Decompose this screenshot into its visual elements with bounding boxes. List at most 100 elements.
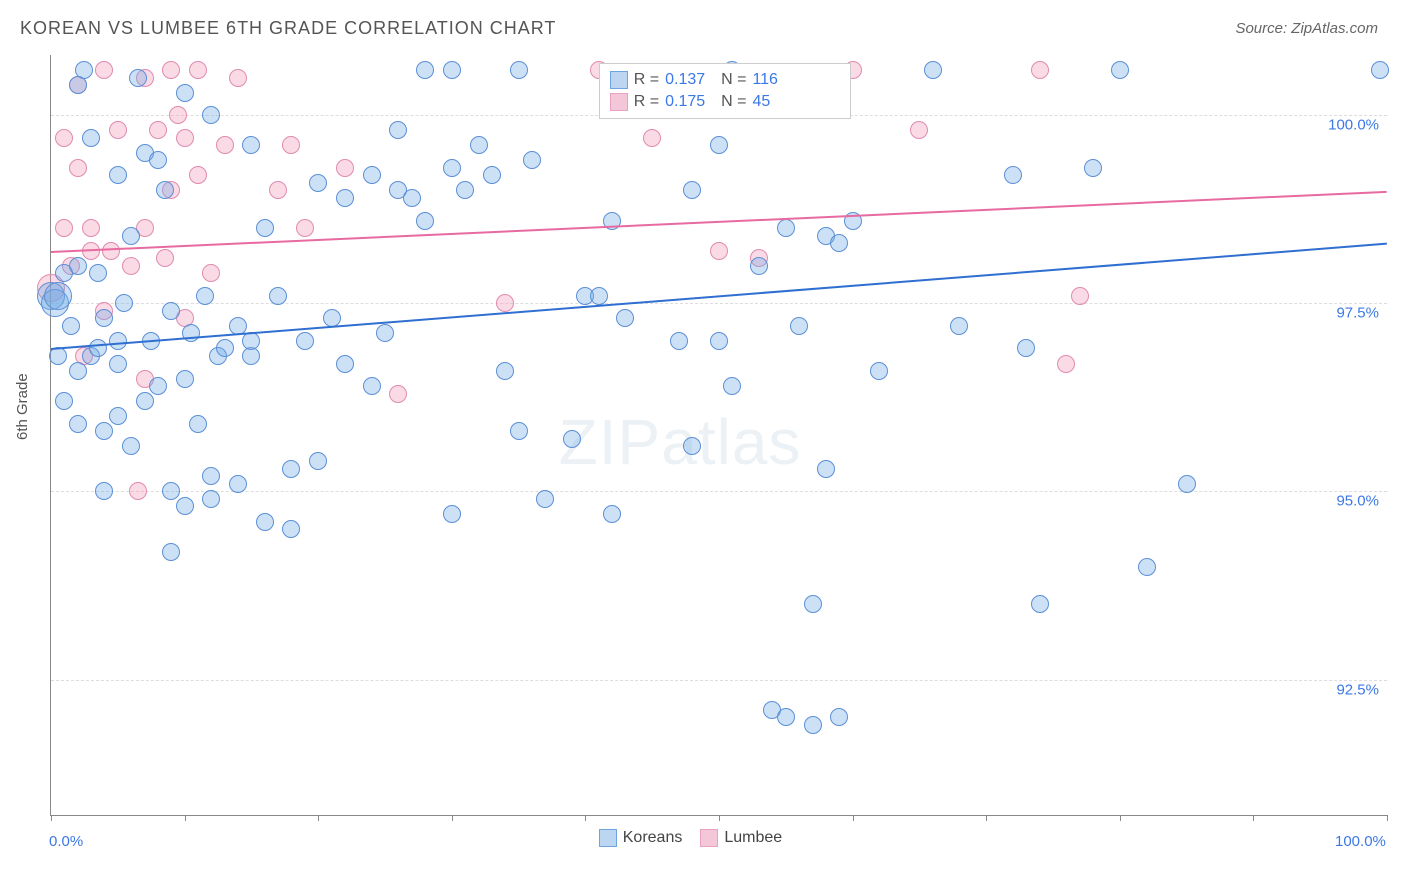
data-point-koreans	[136, 392, 154, 410]
data-point-lumbee	[643, 129, 661, 147]
data-point-koreans	[590, 287, 608, 305]
stats-n-value: 45	[752, 93, 802, 111]
data-point-koreans	[750, 257, 768, 275]
stats-row-lumbee: R =0.175N =45	[610, 91, 840, 113]
x-tick	[1387, 815, 1388, 821]
data-point-koreans	[69, 362, 87, 380]
data-point-koreans	[95, 309, 113, 327]
x-tick	[853, 815, 854, 821]
x-tick-label: 100.0%	[1335, 833, 1386, 850]
data-point-lumbee	[1031, 61, 1049, 79]
data-point-koreans	[122, 227, 140, 245]
data-point-lumbee	[156, 249, 174, 267]
data-point-lumbee	[129, 482, 147, 500]
y-tick-label: 97.5%	[1336, 305, 1379, 322]
data-point-lumbee	[109, 121, 127, 139]
data-point-koreans	[109, 166, 127, 184]
data-point-lumbee	[122, 257, 140, 275]
data-point-koreans	[363, 377, 381, 395]
data-point-koreans	[1004, 166, 1022, 184]
data-point-koreans	[403, 189, 421, 207]
x-tick	[1253, 815, 1254, 821]
data-point-lumbee	[102, 242, 120, 260]
data-point-koreans	[282, 520, 300, 538]
x-tick	[51, 815, 52, 821]
chart-container: KOREAN VS LUMBEE 6TH GRADE CORRELATION C…	[0, 0, 1406, 892]
legend-item-lumbee: Lumbee	[700, 829, 782, 847]
data-point-koreans	[683, 181, 701, 199]
y-axis-label: 6th Grade	[14, 373, 31, 440]
data-point-koreans	[710, 332, 728, 350]
data-point-lumbee	[389, 385, 407, 403]
data-point-koreans	[95, 422, 113, 440]
data-point-koreans	[723, 377, 741, 395]
x-tick	[1120, 815, 1121, 821]
data-point-koreans	[470, 136, 488, 154]
data-point-koreans	[1178, 475, 1196, 493]
data-point-koreans	[122, 437, 140, 455]
data-point-koreans	[282, 460, 300, 478]
stats-n-label: N =	[721, 93, 746, 111]
data-point-koreans	[309, 174, 327, 192]
data-point-koreans	[804, 716, 822, 734]
x-tick	[318, 815, 319, 821]
data-point-lumbee	[910, 121, 928, 139]
legend-label: Koreans	[623, 829, 683, 847]
x-tick	[719, 815, 720, 821]
data-point-koreans	[269, 287, 287, 305]
legend-swatch-lumbee	[700, 829, 718, 847]
data-point-lumbee	[55, 129, 73, 147]
data-point-koreans	[109, 332, 127, 350]
data-point-koreans	[242, 136, 260, 154]
plot-area: 92.5%95.0%97.5%100.0%0.0%100.0%ZIPatlasR…	[50, 55, 1387, 816]
data-point-koreans	[69, 415, 87, 433]
data-point-koreans	[256, 513, 274, 531]
data-point-koreans	[156, 181, 174, 199]
legend: Koreans Lumbee	[599, 829, 782, 847]
data-point-koreans	[162, 482, 180, 500]
data-point-lumbee	[162, 61, 180, 79]
legend-swatch-lumbee	[610, 93, 628, 111]
data-point-koreans	[363, 166, 381, 184]
data-point-lumbee	[229, 69, 247, 87]
data-point-koreans	[443, 505, 461, 523]
data-point-koreans	[196, 287, 214, 305]
gridline-h	[51, 680, 1387, 681]
data-point-koreans	[376, 324, 394, 342]
data-point-koreans	[1031, 595, 1049, 613]
data-point-lumbee	[69, 159, 87, 177]
x-tick	[986, 815, 987, 821]
stats-n-value: 116	[752, 71, 802, 89]
data-point-koreans	[182, 324, 200, 342]
data-point-koreans	[189, 415, 207, 433]
x-tick-label: 0.0%	[49, 833, 83, 850]
chart-title: KOREAN VS LUMBEE 6TH GRADE CORRELATION C…	[20, 18, 556, 39]
data-point-koreans	[176, 370, 194, 388]
data-point-koreans	[950, 317, 968, 335]
data-point-lumbee	[710, 242, 728, 260]
data-point-koreans	[804, 595, 822, 613]
data-point-koreans	[1111, 61, 1129, 79]
data-point-koreans	[109, 407, 127, 425]
data-point-koreans	[149, 151, 167, 169]
data-point-koreans	[777, 219, 795, 237]
data-point-lumbee	[202, 264, 220, 282]
data-point-lumbee	[189, 61, 207, 79]
data-point-koreans	[1084, 159, 1102, 177]
data-point-koreans	[710, 136, 728, 154]
y-tick-label: 100.0%	[1328, 117, 1379, 134]
data-point-koreans	[683, 437, 701, 455]
data-point-koreans	[202, 106, 220, 124]
data-point-koreans	[202, 467, 220, 485]
data-point-koreans	[603, 505, 621, 523]
data-point-lumbee	[269, 181, 287, 199]
data-point-koreans	[296, 332, 314, 350]
data-point-koreans	[456, 181, 474, 199]
data-point-koreans	[149, 377, 167, 395]
data-point-koreans	[44, 282, 72, 310]
data-point-koreans	[670, 332, 688, 350]
data-point-koreans	[510, 61, 528, 79]
data-point-koreans	[95, 482, 113, 500]
source-attribution: Source: ZipAtlas.com	[1235, 20, 1378, 37]
data-point-lumbee	[1057, 355, 1075, 373]
